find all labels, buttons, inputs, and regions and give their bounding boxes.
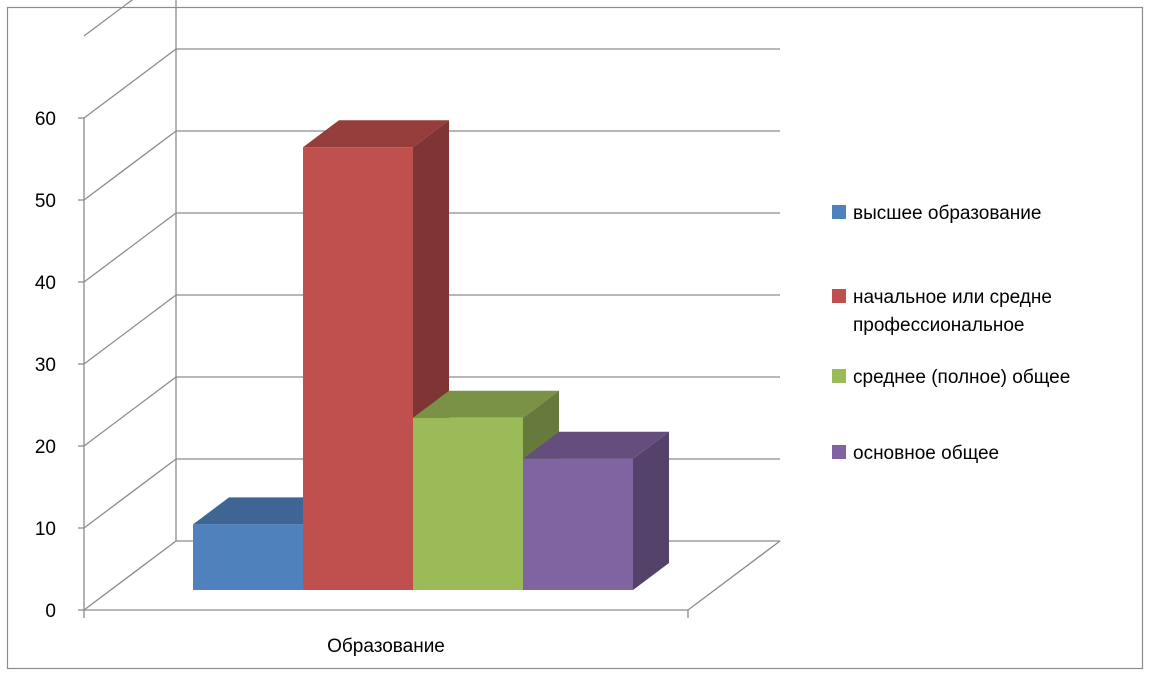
bar-side-face (633, 431, 669, 590)
legend-swatch (832, 205, 846, 219)
legend-item: начальное или средне профессиональное (832, 287, 1052, 336)
legend-item: высшее образование (832, 203, 1041, 224)
legend-label: профессиональное (853, 315, 1024, 336)
y-axis-tick-labels: 0 10 20 30 40 50 60 (35, 109, 56, 622)
side-wall-line (83, 0, 134, 37)
legend-label: высшее образование (853, 203, 1041, 224)
legend-swatch (832, 289, 846, 303)
bar-top-face (523, 431, 669, 459)
bar-front-face (303, 147, 413, 590)
side-wall-line (83, 294, 177, 365)
legend-label: начальное или средне (853, 287, 1052, 308)
floor-right-edge (687, 540, 781, 611)
y-tick-label: 20 (35, 437, 56, 458)
legend: высшее образование начальное или средне пр… (832, 203, 1070, 464)
y-tick-label: 40 (35, 273, 56, 294)
bar-top-face (303, 120, 449, 148)
side-wall-line (83, 48, 177, 119)
bar-1 (193, 497, 339, 590)
bar-front-face (523, 458, 633, 590)
y-tick-label: 50 (35, 191, 56, 212)
chart-walls (78, 0, 781, 618)
side-wall-line (83, 130, 177, 201)
bar-4 (523, 431, 669, 590)
y-tick-label: 60 (35, 109, 56, 130)
side-wall-line (83, 212, 177, 283)
bars (193, 120, 669, 590)
bar-top-face (193, 497, 339, 525)
bar-front-face (193, 524, 303, 590)
y-tick-label: 30 (35, 355, 56, 376)
legend-label: основное общее (853, 443, 999, 464)
bar-2 (303, 120, 449, 590)
legend-swatch (832, 445, 846, 459)
legend-item: среднее (полное) общее (832, 367, 1070, 388)
x-axis: Образование (327, 636, 445, 657)
x-tick-label: Образование (327, 636, 445, 657)
legend-item: основное общее (832, 443, 999, 464)
bar-top-face (413, 390, 559, 418)
side-wall-line (83, 458, 177, 529)
y-tick-label: 0 (45, 601, 56, 622)
legend-swatch (832, 369, 846, 383)
side-wall-line (83, 376, 177, 447)
y-tick-label: 10 (35, 519, 56, 540)
bar-front-face (413, 417, 523, 590)
legend-label: среднее (полное) общее (853, 367, 1070, 388)
side-wall-line (83, 540, 177, 611)
